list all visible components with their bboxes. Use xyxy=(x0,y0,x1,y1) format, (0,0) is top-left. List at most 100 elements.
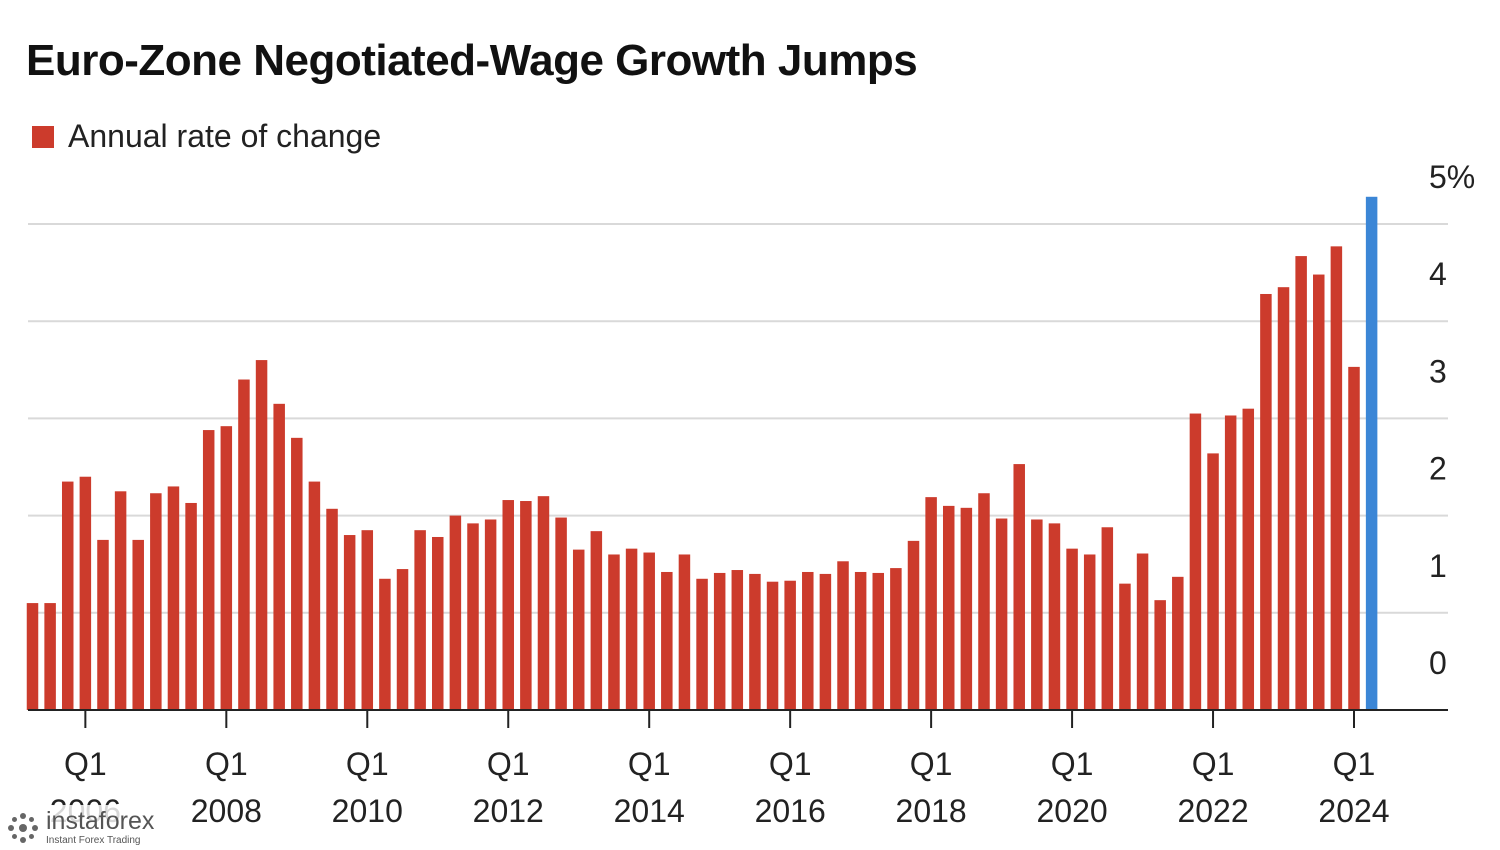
x-tick-label-year: 2008 xyxy=(191,793,262,829)
bar xyxy=(1172,576,1184,710)
bar xyxy=(520,501,532,710)
y-tick-label: 5% xyxy=(1429,159,1475,195)
bar xyxy=(273,403,285,710)
bar xyxy=(995,518,1008,710)
bar xyxy=(1277,287,1290,710)
bar xyxy=(449,515,462,710)
x-tick-label-quarter: Q1 xyxy=(628,746,671,782)
bar xyxy=(326,508,338,710)
instaforex-logo-icon xyxy=(8,812,38,843)
bar xyxy=(819,573,832,710)
bar xyxy=(802,571,814,710)
bar xyxy=(238,379,250,710)
bar-highlight xyxy=(1365,196,1378,710)
bar xyxy=(379,578,391,710)
bar xyxy=(978,493,990,710)
bar xyxy=(361,530,374,710)
bar xyxy=(308,481,321,710)
x-tick-label-quarter: Q1 xyxy=(346,746,389,782)
x-tick-label-year: 2018 xyxy=(896,793,967,829)
bar xyxy=(79,476,92,710)
watermark-tagline: Instant Forex Trading xyxy=(46,835,141,846)
bar xyxy=(414,530,426,710)
bar xyxy=(678,554,691,710)
x-tick-label-quarter: Q1 xyxy=(487,746,530,782)
bar xyxy=(872,572,885,710)
bar xyxy=(925,497,937,710)
bar xyxy=(837,561,849,710)
bar xyxy=(255,360,268,710)
x-tick-label-quarter: Q1 xyxy=(205,746,248,782)
x-tick-label-quarter: Q1 xyxy=(1051,746,1094,782)
watermark: instaforex Instant Forex Trading xyxy=(0,805,178,850)
bar xyxy=(1260,293,1272,710)
bar xyxy=(150,493,162,710)
bar xyxy=(696,578,708,710)
bar xyxy=(432,536,444,710)
chart-title: Euro-Zone Negotiated-Wage Growth Jumps xyxy=(26,36,918,85)
legend-label: Annual rate of change xyxy=(68,118,382,154)
x-tick-label-quarter: Q1 xyxy=(910,746,953,782)
bar xyxy=(1313,274,1325,710)
legend-swatch xyxy=(32,125,54,148)
bar xyxy=(1013,464,1025,710)
bar xyxy=(1295,256,1307,710)
bar xyxy=(1224,415,1237,710)
bar xyxy=(890,568,902,710)
bar xyxy=(537,496,550,710)
bar xyxy=(661,571,673,710)
bar xyxy=(1242,408,1255,710)
bar xyxy=(854,571,867,710)
x-tick-label-quarter: Q1 xyxy=(1192,746,1235,782)
bar xyxy=(1083,554,1096,710)
x-tick-label-year: 2020 xyxy=(1036,793,1107,829)
bar xyxy=(26,603,39,710)
x-tick-label-year: 2012 xyxy=(473,793,544,829)
bar xyxy=(44,603,56,710)
bar xyxy=(61,481,74,710)
y-tick-label: 3 xyxy=(1429,353,1447,389)
bar xyxy=(1348,366,1360,710)
bar xyxy=(1330,246,1343,710)
bar xyxy=(97,539,109,710)
bar xyxy=(749,573,761,710)
x-tick-label-year: 2016 xyxy=(755,793,826,829)
bar xyxy=(343,535,356,710)
bar xyxy=(467,523,479,710)
bar xyxy=(396,569,409,710)
bar xyxy=(167,486,180,710)
y-tick-label: 4 xyxy=(1429,256,1447,292)
bar xyxy=(202,430,215,710)
bar xyxy=(1136,553,1149,710)
x-tick-label-quarter: Q1 xyxy=(1333,746,1376,782)
bar xyxy=(114,491,127,710)
bar xyxy=(502,500,514,710)
bar xyxy=(132,539,144,710)
x-tick-label-year: 2010 xyxy=(332,793,403,829)
bar xyxy=(608,554,620,710)
bar xyxy=(555,517,567,710)
bar xyxy=(766,581,779,710)
bar xyxy=(942,505,955,710)
bar xyxy=(907,540,920,710)
bar xyxy=(713,572,726,710)
bar xyxy=(960,507,973,710)
x-tick-label-year: 2024 xyxy=(1318,793,1389,829)
bar xyxy=(1101,527,1114,710)
bar xyxy=(643,552,655,710)
bar xyxy=(291,437,303,710)
bar xyxy=(1189,413,1202,710)
bar xyxy=(590,531,603,710)
bar xyxy=(1154,600,1166,710)
watermark-name: instaforex xyxy=(46,807,155,835)
bar xyxy=(484,519,497,710)
y-tick-label: 1 xyxy=(1429,548,1447,584)
x-tick-label-year: 2014 xyxy=(614,793,685,829)
legend: Annual rate of change xyxy=(32,118,381,155)
x-tick-label-quarter: Q1 xyxy=(64,746,107,782)
bar xyxy=(731,570,744,710)
y-tick-label: 2 xyxy=(1429,451,1447,487)
bar xyxy=(572,549,585,710)
x-tick-label-quarter: Q1 xyxy=(769,746,812,782)
y-tick-label: 0 xyxy=(1429,645,1447,681)
